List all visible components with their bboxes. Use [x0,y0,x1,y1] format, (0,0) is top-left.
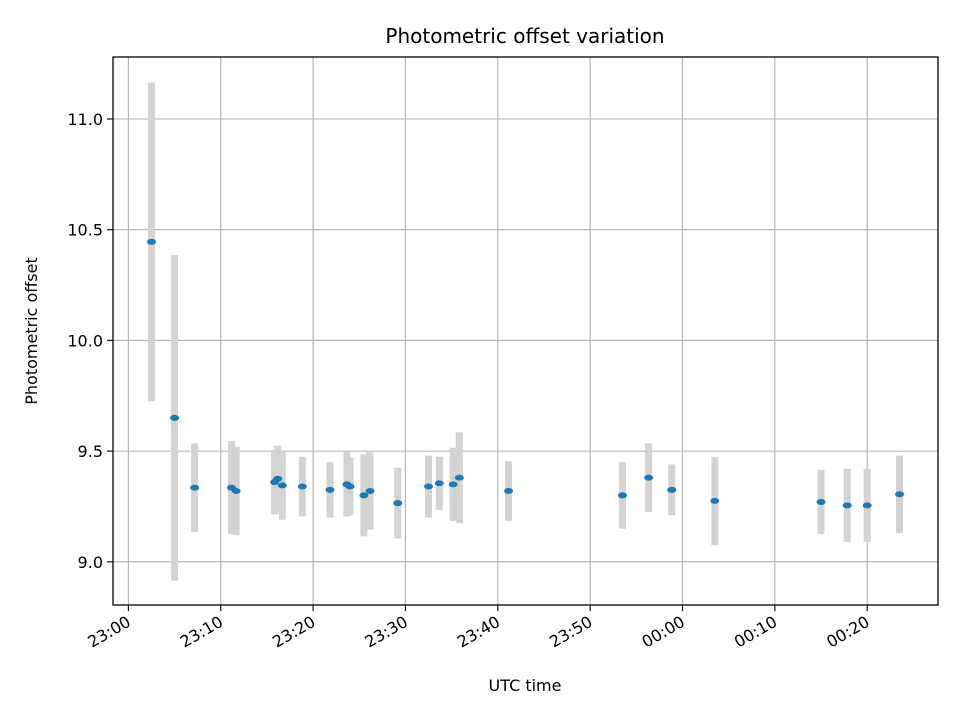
data-point [146,238,156,245]
y-tick-label: 11.0 [67,110,103,129]
data-point [434,480,444,487]
data-point [345,483,355,490]
data-point [895,491,905,498]
plot-frame [112,56,939,606]
data-point [170,414,180,421]
data-point [359,492,369,499]
data-point [644,474,654,481]
data-point [448,481,458,488]
chart-title: Photometric offset variation [385,24,664,48]
data-points [146,238,905,509]
grid [113,57,938,605]
data-point [277,482,287,489]
data-point [393,500,403,507]
y-axis-ticks: 9.0 9.5 10.0 10.5 11.0 [67,110,113,572]
y-tick-label: 10.0 [67,331,103,350]
data-point [365,487,375,494]
y-tick-label: 9.5 [78,442,103,461]
x-axis-label: UTC time [489,676,562,695]
data-point [325,486,335,493]
data-point [842,502,852,509]
data-point [231,487,241,494]
data-point [617,492,627,499]
data-point [816,499,826,506]
data-point [504,487,514,494]
data-point [667,486,677,493]
y-axis-label: Photometric offset [22,257,41,405]
data-point [424,483,434,490]
y-tick-label: 10.5 [67,221,103,240]
data-point [710,497,720,504]
data-point [862,502,872,509]
data-point [273,475,283,482]
data-point [190,484,200,491]
data-point [297,483,307,490]
y-tick-label: 9.0 [78,553,103,572]
data-point [454,474,464,481]
